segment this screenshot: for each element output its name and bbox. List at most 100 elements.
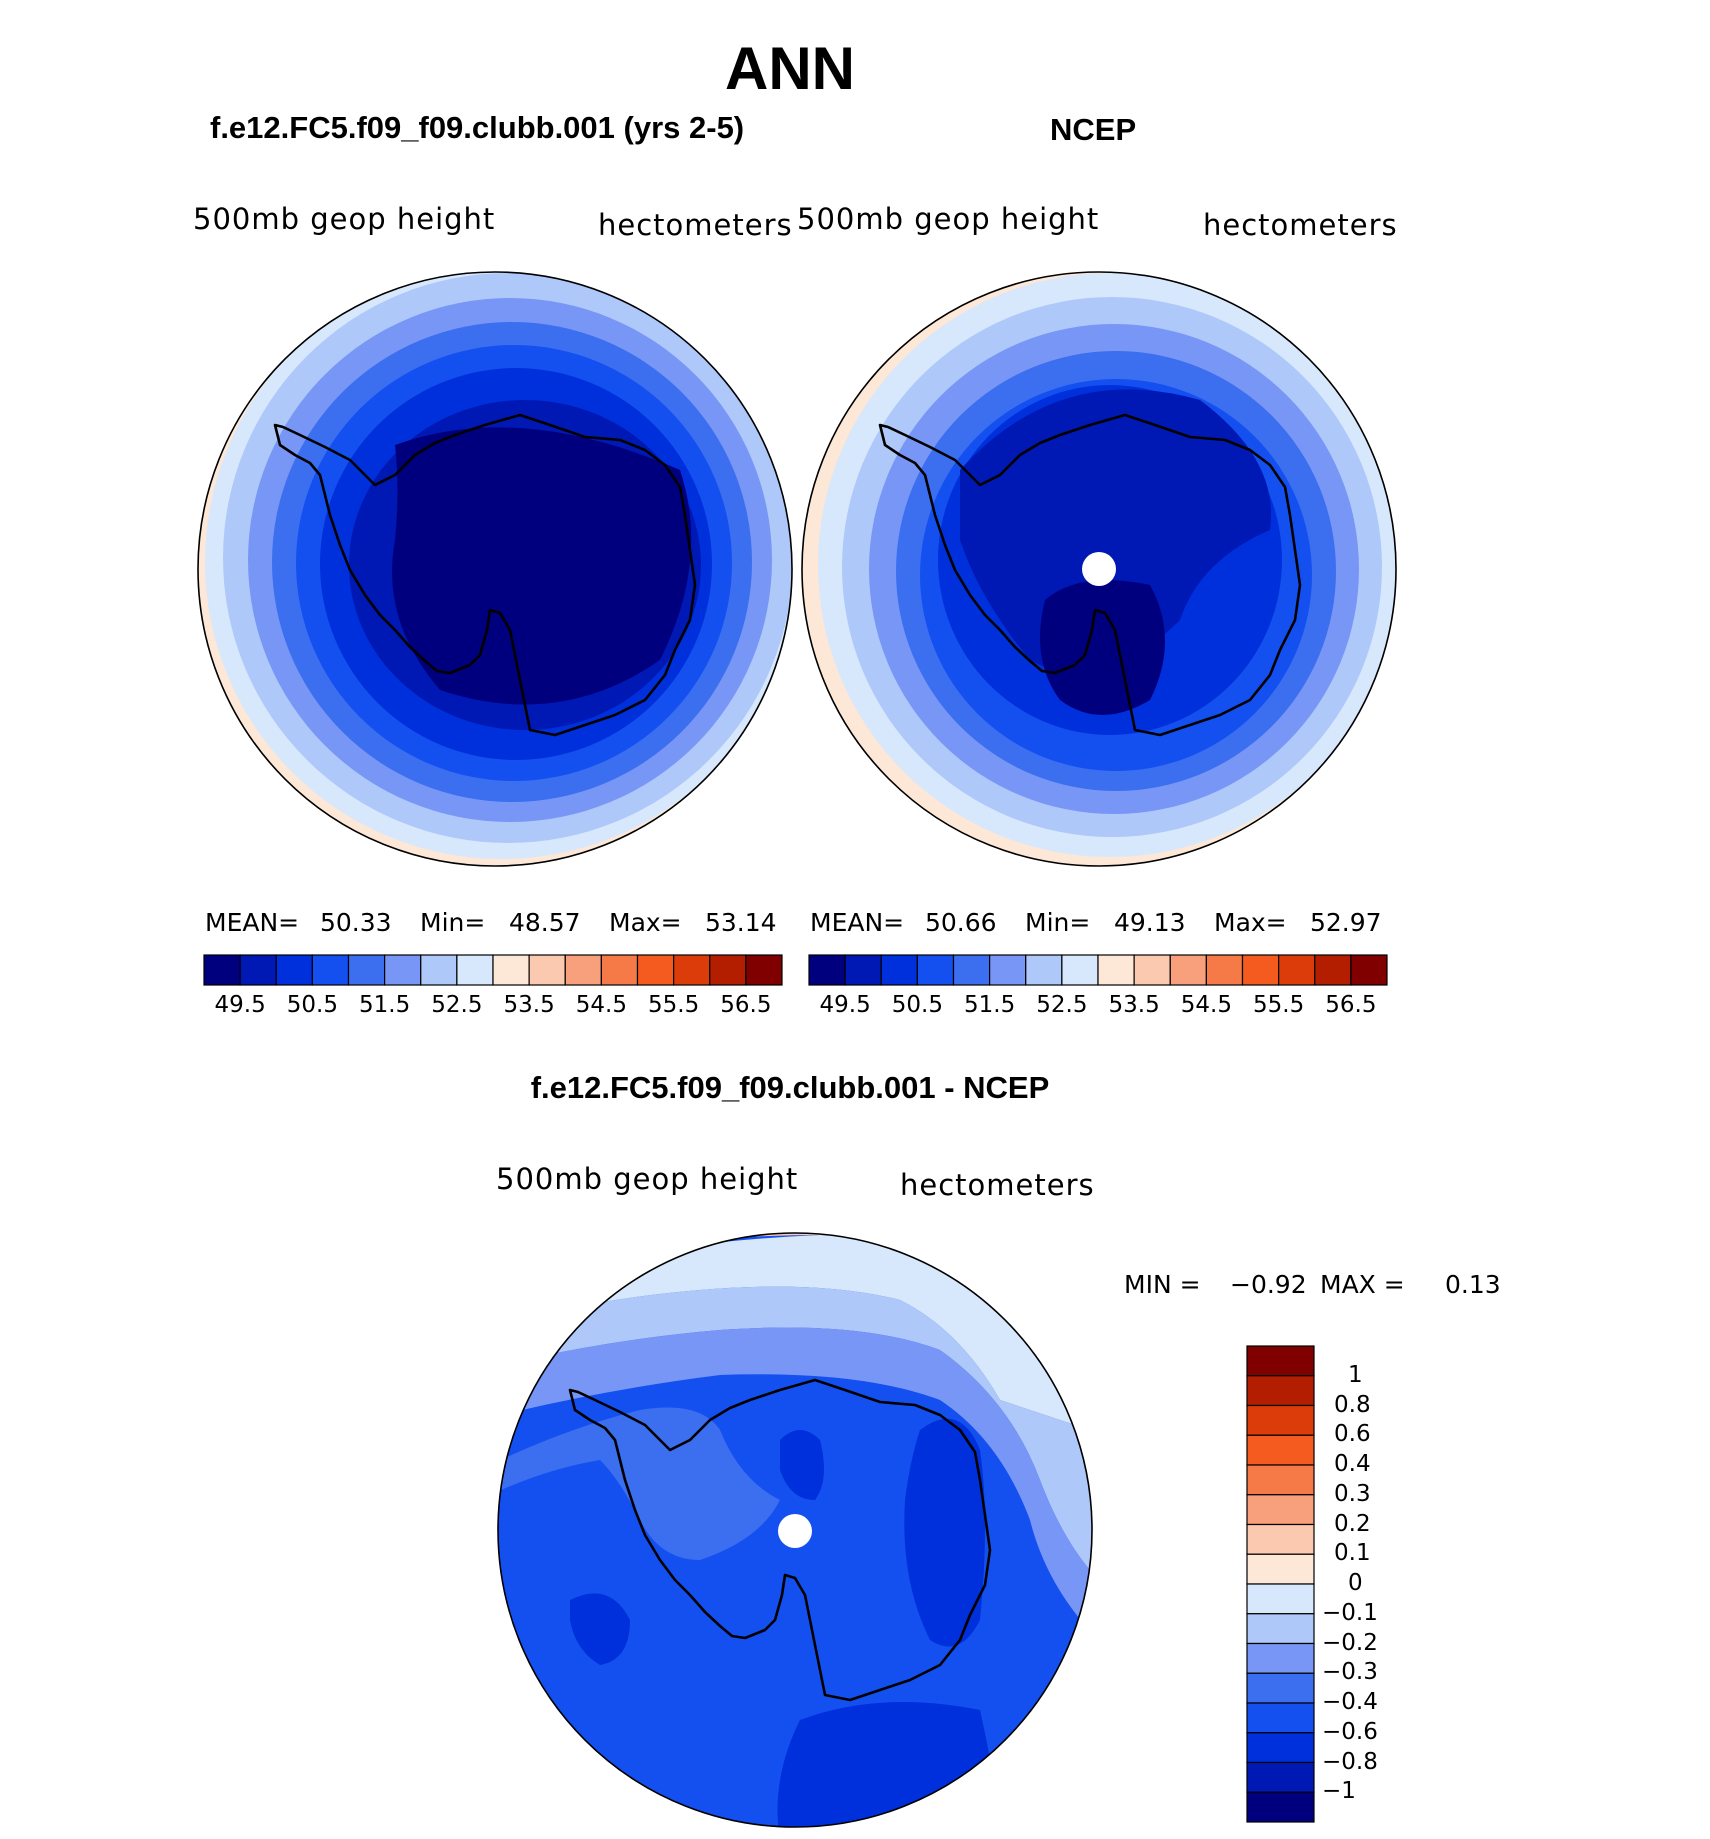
diff-tick-label: −0.3 <box>1322 1659 1378 1686</box>
model-colorbar-tick-label: 50.5 <box>286 992 338 1018</box>
model-colorbar-tick-label: 55.5 <box>648 992 700 1018</box>
model-min-label: Min= <box>420 908 486 937</box>
diff-swatch-2 <box>1246 1404 1315 1436</box>
model-colorbar-swatch-8 <box>492 954 530 986</box>
diff-colorbar <box>1246 1345 1315 1823</box>
obs-max-value: 52.97 <box>1310 908 1382 937</box>
diff-swatch-11 <box>1246 1672 1315 1704</box>
obs-colorbar-swatch-14 <box>1314 954 1352 986</box>
model-colorbar-swatch-2 <box>275 954 313 986</box>
obs-colorbar-tick-label: 52.5 <box>1036 992 1088 1018</box>
obs-colorbar-swatch-7 <box>1061 954 1099 986</box>
obs-colorbar-swatch-15 <box>1350 954 1388 986</box>
obs-colorbar-tick-label: 49.5 <box>819 992 871 1018</box>
diff-tick-label: 0.2 <box>1334 1510 1371 1537</box>
model-colorbar-swatch-12 <box>636 954 675 986</box>
obs-colorbar-tick-label: 54.5 <box>1180 992 1232 1018</box>
diff-tick-label: 0.8 <box>1334 1391 1371 1418</box>
diff-swatch-13 <box>1246 1732 1315 1764</box>
diff-map-fill <box>498 1233 1092 1827</box>
model-max-value: 53.14 <box>705 908 777 937</box>
obs-panel-title: NCEP <box>1050 112 1137 147</box>
obs-colorbar-swatch-8 <box>1097 954 1135 986</box>
diff-swatch-10 <box>1246 1642 1315 1674</box>
model-colorbar-tick-label: 53.5 <box>503 992 555 1018</box>
diff-panel-title: f.e12.FC5.f09_f09.clubb.001 - NCEP <box>530 1070 1050 1105</box>
model-colorbar-swatch-3 <box>311 954 350 986</box>
diff-tick-label: 0.1 <box>1334 1540 1371 1567</box>
diff-tick-label: 0.6 <box>1334 1421 1371 1448</box>
obs-colorbar-swatch-5 <box>989 954 1027 986</box>
model-colorbar-swatch-13 <box>673 954 711 986</box>
obs-colorbar-swatch-13 <box>1278 954 1316 986</box>
diff-tick-label: 0.3 <box>1334 1480 1371 1507</box>
model-mean-label: MEAN= <box>205 908 300 937</box>
obs-colorbar-tick-label: 55.5 <box>1253 992 1305 1018</box>
obs-mean-value: 50.66 <box>925 908 997 937</box>
obs-colorbar-tick-label: 56.5 <box>1325 992 1377 1018</box>
model-colorbar-swatch-0 <box>203 954 241 986</box>
model-colorbar-swatch-14 <box>709 954 747 986</box>
obs-colorbar-swatch-10 <box>1169 954 1207 986</box>
diff-swatch-14 <box>1246 1761 1315 1793</box>
obs-colorbar-swatch-9 <box>1133 954 1171 986</box>
obs-colorbar-tick-label: 51.5 <box>964 992 1016 1018</box>
diff-swatch-6 <box>1246 1523 1315 1555</box>
model-colorbar-swatch-10 <box>564 954 602 986</box>
diff-swatch-15 <box>1246 1791 1315 1823</box>
diff-swatch-0 <box>1246 1345 1315 1377</box>
obs-max-label: Max= <box>1214 908 1287 937</box>
diff-tick-label: −0.6 <box>1322 1718 1378 1745</box>
diff-colorbar-labels: 1 0.8 0.6 0.4 0.3 0.2 0.1 0 −0.1 −0.2 −0.3 −0.4 −0.6… <box>1318 1345 1428 1825</box>
model-colorbar-labels: 49.5 50.5 51.5 52.5 53.5 54.5 55.5 56.5 <box>203 992 783 1022</box>
diff-variable-label: 500mb geop height <box>496 1162 799 1196</box>
diff-tick-label: 1 <box>1348 1361 1363 1388</box>
obs-colorbar-swatch-12 <box>1241 954 1280 986</box>
model-colorbar-swatch-4 <box>347 954 386 986</box>
diff-tick-label: −0.2 <box>1322 1629 1378 1656</box>
diff-units-label: hectometers <box>900 1168 1095 1202</box>
model-colorbar-swatch-15 <box>745 954 783 986</box>
diff-tick-label: 0 <box>1348 1570 1363 1596</box>
diff-min-value: −0.92 <box>1230 1270 1307 1299</box>
obs-colorbar-swatch-4 <box>952 954 991 986</box>
diff-tick-label: −1 <box>1322 1778 1356 1805</box>
diff-swatch-5 <box>1246 1494 1315 1526</box>
model-colorbar-tick-label: 51.5 <box>359 992 411 1018</box>
obs-colorbar-swatch-2 <box>880 954 918 986</box>
model-colorbar <box>203 954 783 986</box>
diff-swatch-3 <box>1246 1434 1315 1466</box>
obs-colorbar-swatch-1 <box>844 954 882 986</box>
obs-mean-label: MEAN= <box>810 908 905 937</box>
diff-tick-label: 0.4 <box>1334 1451 1371 1477</box>
obs-min-label: Min= <box>1025 908 1091 937</box>
obs-units-label: hectometers <box>1203 208 1398 242</box>
obs-colorbar-labels: 49.5 50.5 51.5 52.5 53.5 54.5 55.5 56.5 <box>808 992 1388 1022</box>
obs-min-value: 49.13 <box>1114 908 1186 937</box>
model-colorbar-tick-label: 49.5 <box>214 992 266 1018</box>
obs-colorbar-tick-label: 53.5 <box>1108 992 1160 1018</box>
diff-swatch-8 <box>1246 1583 1315 1615</box>
model-colorbar-swatch-9 <box>528 954 566 986</box>
model-min-value: 48.57 <box>509 908 581 937</box>
model-mean-value: 50.33 <box>320 908 392 937</box>
model-panel-title: f.e12.FC5.f09_f09.clubb.001 (yrs 2-5) <box>210 110 745 145</box>
obs-map-fill <box>802 272 1396 866</box>
model-units-label: hectometers <box>598 208 793 242</box>
obs-variable-label: 500mb geop height <box>797 202 1100 236</box>
diff-swatch-9 <box>1246 1613 1315 1645</box>
diff-tick-label: −0.4 <box>1322 1689 1378 1715</box>
model-colorbar-tick-label: 54.5 <box>575 992 627 1018</box>
model-colorbar-swatch-6 <box>420 954 458 986</box>
model-variable-label: 500mb geop height <box>193 202 496 236</box>
diff-max-label: MAX = <box>1320 1270 1405 1299</box>
diff-swatch-12 <box>1246 1702 1315 1734</box>
model-max-label: Max= <box>609 908 682 937</box>
obs-colorbar-swatch-11 <box>1205 954 1244 986</box>
diff-swatch-4 <box>1246 1464 1315 1496</box>
diff-tick-label: −0.8 <box>1322 1748 1378 1775</box>
model-colorbar-swatch-11 <box>600 954 639 986</box>
obs-colorbar-swatch-0 <box>808 954 846 986</box>
diff-max-value: 0.13 <box>1445 1270 1501 1299</box>
figure-title: ANN <box>725 35 855 102</box>
